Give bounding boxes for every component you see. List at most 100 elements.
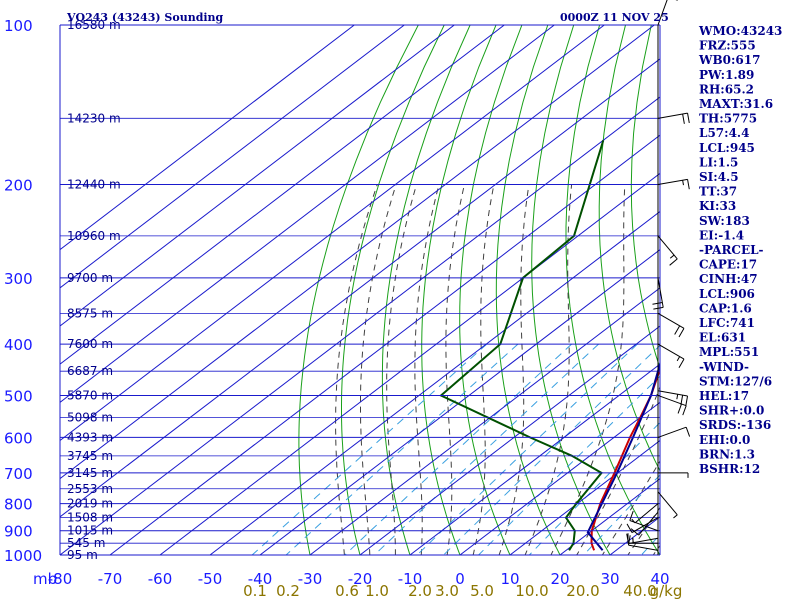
sounding-time: 0000Z 11 NOV 25	[560, 11, 669, 24]
sounding-index-value: BRN:1.3	[699, 447, 755, 461]
height-label: 6687 m	[67, 364, 113, 378]
sounding-index-value: SHR+:0.0	[699, 404, 764, 418]
temperature-tick-label: -70	[98, 570, 123, 588]
mixing-ratio-line	[344, 343, 572, 555]
mixing-ratio-line	[285, 343, 519, 555]
dry-adiabat-line	[298, 25, 419, 555]
wind-barb-half-flag	[676, 356, 681, 362]
moist-adiabat-line	[524, 184, 573, 555]
mixing-ratio-label: 10.0	[515, 582, 548, 600]
wind-barb-flag	[652, 302, 663, 305]
sounding-index-value: FRZ:555	[699, 39, 756, 53]
mixing-ratio-label: g/kg	[650, 582, 683, 600]
wind-barb	[626, 517, 659, 534]
wind-barb-flag	[682, 405, 687, 416]
sounding-index-value: WB0:617	[698, 53, 760, 67]
mixing-ratio-line	[442, 344, 660, 555]
wind-barb-flag	[687, 113, 690, 124]
sounding-index-value: EL:631	[699, 331, 746, 345]
wind-barb-staff	[628, 537, 659, 544]
wind-barb-half-flag	[682, 180, 684, 186]
wind-barb	[657, 312, 685, 338]
wind-barb-flag	[685, 426, 691, 437]
sounding-index-value: PW:1.89	[699, 68, 754, 82]
sounding-index-value: MPL:551	[699, 345, 759, 359]
height-label: 4393 m	[67, 430, 113, 444]
mixing-ratio-line	[416, 343, 638, 555]
sounding-index-value: CAPE:17	[699, 258, 757, 272]
isotherm-line	[259, 249, 660, 555]
wind-barb-flag	[629, 510, 634, 521]
isotherm-line	[60, 25, 455, 327]
wind-barb	[626, 533, 659, 544]
isotherm-line	[60, 96, 660, 555]
pressure-tick-label: 600	[4, 429, 33, 447]
isotherm-line	[60, 25, 605, 442]
wind-barb-flag	[674, 325, 681, 335]
pressure-tick-label: 200	[4, 177, 33, 195]
wind-barb	[657, 178, 690, 190]
pressure-tick-label: 500	[4, 387, 33, 405]
height-label: 3745 m	[67, 449, 113, 463]
wind-barb	[652, 277, 664, 310]
station-title: VQ243 (43243) Sounding	[66, 11, 224, 24]
sounding-index-value: EHI:0.0	[699, 433, 750, 447]
mixing-ratio-label: 20.0	[566, 582, 599, 600]
height-label: 14230 m	[67, 111, 121, 125]
height-label: 2019 m	[67, 497, 113, 511]
temperature-tick-label: -40	[248, 570, 273, 588]
height-label: 12440 m	[67, 178, 121, 192]
sounding-index-value: WMO:43243	[698, 24, 782, 38]
height-label: 2553 m	[67, 482, 113, 496]
wind-barb-staff	[657, 235, 678, 260]
mixing-ratio-line	[373, 343, 599, 555]
wind-barb-staff	[657, 0, 668, 26]
isotherm-line	[60, 25, 355, 251]
height-label: 95 m	[67, 548, 98, 562]
moist-adiabat-line	[472, 184, 495, 555]
temperature-tick-label: 40	[650, 570, 669, 588]
wind-barb-flag	[685, 395, 689, 406]
wind-barb-half-flag	[632, 537, 634, 543]
mixing-ratio-label: 40.0	[623, 582, 656, 600]
isotherm-line	[209, 210, 660, 555]
moist-adiabat-line	[360, 184, 397, 555]
height-label: 1015 m	[67, 524, 113, 538]
pressure-tick-label: 900	[4, 523, 33, 541]
sounding-index-value: -WIND-	[699, 360, 749, 374]
sounding-index-value: KI:33	[699, 199, 736, 213]
sounding-index-value: TH:5775	[699, 112, 757, 126]
wind-barb-flag	[687, 179, 690, 190]
wind-barb-staff	[657, 277, 664, 308]
height-label: 8575 m	[67, 306, 113, 320]
wind-barb-flag	[682, 113, 685, 124]
mixing-ratio-label: 3.0	[435, 582, 459, 600]
wind-barb	[657, 0, 678, 26]
temperature-tick-label: -50	[198, 570, 223, 588]
wind-barb	[631, 503, 659, 524]
indices-panel: WMO:43243FRZ:555WB0:617PW:1.89RH:65.2MAX…	[698, 24, 782, 476]
isotherm-line	[60, 25, 505, 365]
pressure-tick-label: 100	[4, 17, 33, 35]
wind-barb-flag	[626, 523, 633, 533]
temperature-tick-label: -60	[148, 570, 173, 588]
pressure-unit-label: mb	[33, 570, 57, 588]
wind-barb-staff	[634, 503, 659, 524]
sounding-index-value: LI:1.5	[699, 155, 738, 169]
sounding-index-value: LCL:945	[699, 141, 755, 155]
sounding-index-value: BSHR:12	[699, 462, 760, 476]
height-label: 16580 m	[67, 18, 121, 32]
wind-barb-staff	[657, 491, 678, 516]
isotherm-line	[409, 363, 660, 555]
height-label: 7600 m	[67, 337, 113, 351]
mixing-ratio-line	[640, 533, 660, 555]
temperature-tick-label: -10	[398, 570, 423, 588]
mixing-ratio-label: 1.0	[365, 582, 389, 600]
temperature-tick-label: 10	[500, 570, 519, 588]
wind-barb-flag	[653, 306, 664, 310]
wind-barb-flag	[680, 395, 684, 406]
isotherm-line	[109, 134, 660, 555]
isotherm-line	[159, 172, 660, 555]
wind-barb-flag	[626, 533, 629, 544]
height-label: 1508 m	[67, 511, 113, 525]
